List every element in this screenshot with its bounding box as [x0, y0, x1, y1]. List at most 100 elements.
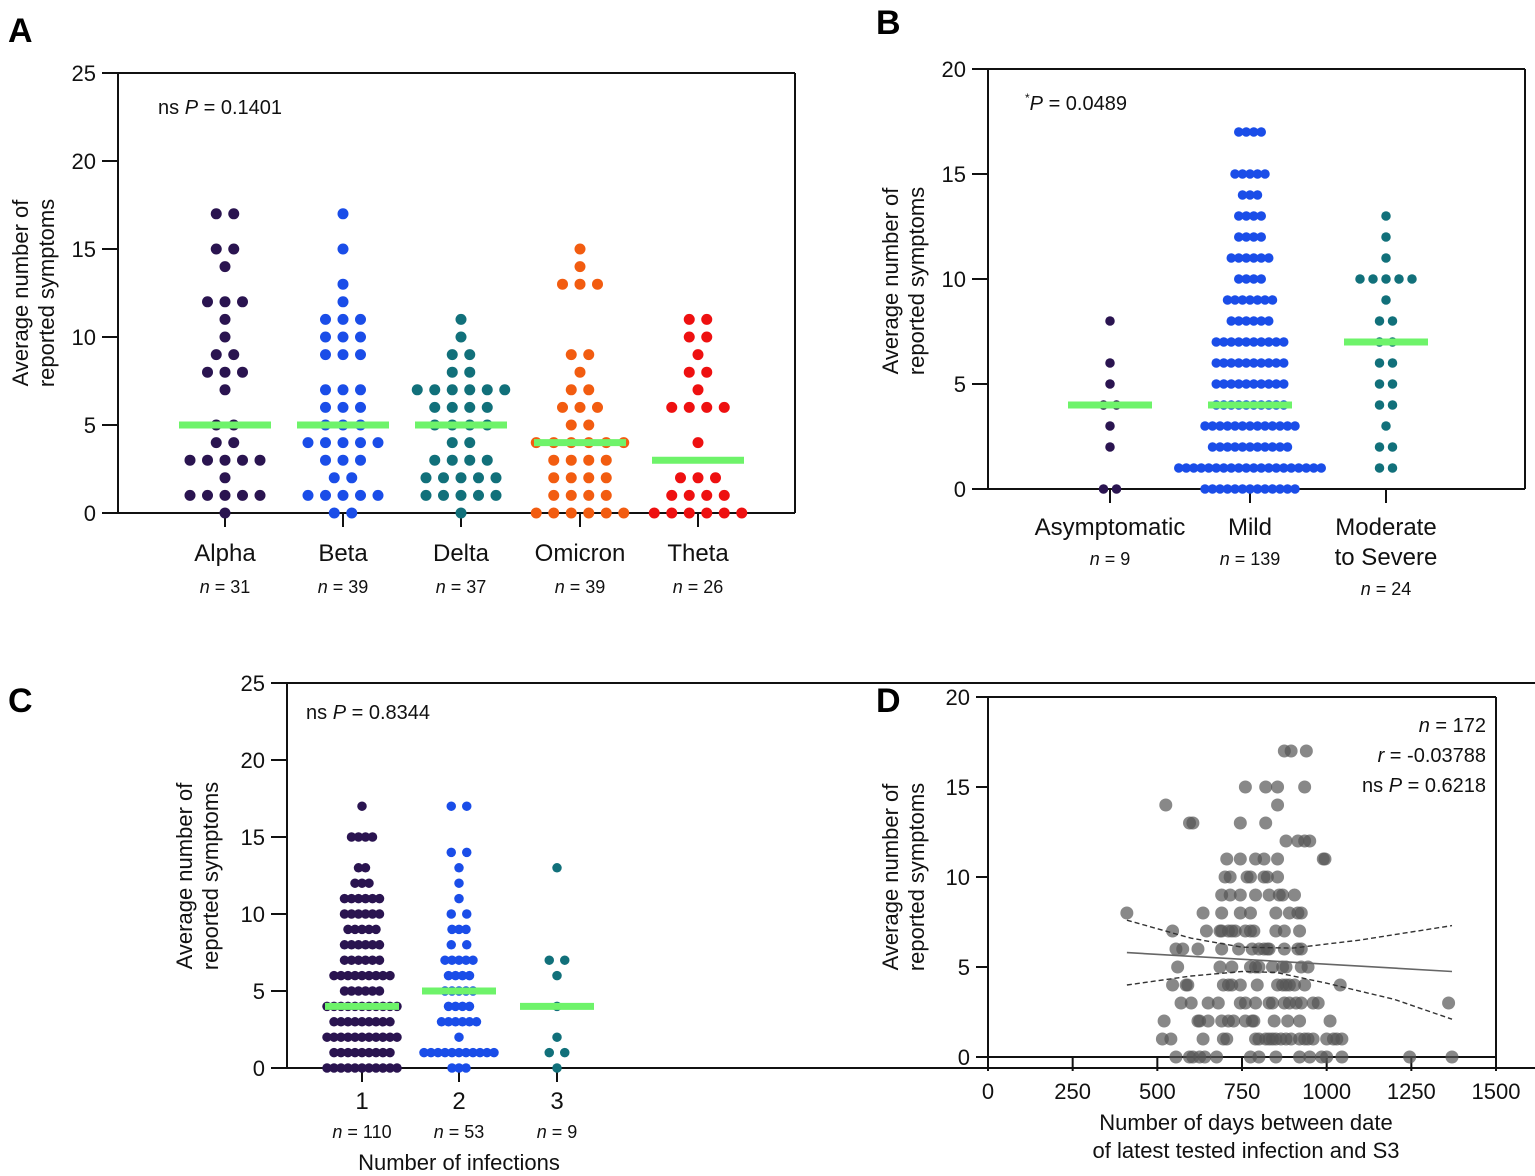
panel-d-y-tick-label: 15 [946, 775, 970, 800]
panel-a-dot-alpha [237, 489, 248, 501]
panel-c-dot-1 [357, 801, 367, 811]
panel-a-n-label: n = 31 [200, 577, 251, 597]
panel-c-dot-2 [462, 909, 472, 919]
panel-b-dot-mild [1256, 253, 1266, 263]
panel-b-dot-mild [1196, 463, 1206, 473]
panel-c-dot-2 [464, 970, 475, 981]
panel-d-ci-upper-line [1126, 919, 1453, 949]
panel-a-dot-beta [346, 472, 358, 484]
panel-b-category-label: Moderate [1335, 514, 1436, 541]
panel-b-dot-mild [1237, 169, 1248, 179]
panel-c-dot-2 [457, 1001, 468, 1012]
panel-b-dot-moderate-to-severe [1387, 463, 1398, 473]
panel-c-dot-1 [367, 986, 378, 996]
panel-b-dot-mild [1252, 169, 1263, 179]
panel-b-dot-asymptomatic [1105, 316, 1115, 326]
panel-c-x-axis-title: Number of infections [358, 1150, 560, 1175]
panel-b-dot-mild [1249, 379, 1259, 389]
panel-a-dot-beta [355, 331, 366, 343]
panel-d-point [1293, 1050, 1307, 1064]
panel-d-point [1293, 1014, 1307, 1028]
panel-d-point [1220, 852, 1234, 866]
panel-c-dot-1 [346, 986, 357, 996]
panel-a-dot-beta [337, 437, 349, 449]
panel-c-dot-2 [461, 955, 471, 965]
panel-c-dot-1 [371, 924, 381, 935]
panel-c-dot-1 [378, 1017, 388, 1027]
panel-a-dot-alpha [254, 454, 266, 466]
panel-c-dot-1 [346, 893, 357, 904]
panel-a-dot-theta [666, 489, 678, 501]
panel-a-category-label: Theta [667, 540, 729, 567]
panel-b-dot-mild [1267, 442, 1278, 452]
panel-c-dot-1 [371, 970, 381, 981]
panel-b-dot-mild [1316, 463, 1326, 473]
panel-d-point [1303, 1050, 1317, 1064]
panel-a-dot-beta [320, 401, 331, 413]
panel-a-dot-omicron [574, 261, 586, 273]
panel-b-dot-mild [1249, 211, 1259, 221]
panel-c-chart: Average number of reported symptoms ns P… [172, 671, 1535, 1175]
panel-c-dot-1 [353, 832, 364, 842]
panel-b-dot-mild [1256, 379, 1266, 389]
panel-c-dot-1 [367, 955, 378, 965]
panel-b-dot-mild [1256, 211, 1266, 221]
panel-d-point [1223, 870, 1237, 884]
panel-c-dot-1 [374, 986, 385, 996]
panel-c-dot-2 [426, 1047, 436, 1058]
panel-b-dot-mild [1211, 463, 1221, 473]
panel-b-dot-mild [1207, 442, 1218, 452]
panel-d-point [1249, 888, 1263, 902]
panel-b-dot-moderate-to-severe [1387, 316, 1398, 326]
panel-b-dot-mild [1290, 484, 1300, 494]
panel-c-category-label: 1 [355, 1088, 368, 1115]
panel-c-dot-1 [364, 1047, 374, 1058]
panel-a-dot-theta [701, 401, 713, 413]
panel-c-p-text: = 0.8344 [346, 702, 430, 724]
panel-a-dot-beta [355, 313, 366, 325]
panel-c-dot-1 [353, 893, 364, 904]
panel-c-dot-2 [475, 1047, 485, 1058]
panel-a-dot-beta [355, 489, 366, 501]
panel-d-point [1298, 978, 1312, 992]
panel-d-point [1250, 978, 1264, 992]
panel-b-dot-mild [1279, 379, 1289, 389]
panel-b-dot-mild [1252, 484, 1263, 494]
panel-b-dot-asymptomatic [1105, 421, 1115, 431]
panel-d-x-tick-label: 500 [1139, 1079, 1176, 1104]
panel-c-dot-2 [457, 970, 468, 981]
panel-b-dot-moderate-to-severe [1374, 379, 1385, 389]
panel-d-point [1169, 1050, 1183, 1064]
panel-d-point [1279, 834, 1293, 848]
panel-c-dot-1 [339, 909, 350, 919]
panel-d-point [1271, 798, 1285, 812]
panel-c-p-value: ns P = 0.8344 [306, 702, 430, 724]
panel-b-dot-mild [1211, 379, 1221, 389]
panel-a-dot-omicron [565, 489, 577, 501]
panel-a-dot-omicron [583, 349, 595, 361]
panel-c-y-tick-label: 25 [241, 671, 265, 696]
panel-b-dot-mild [1234, 337, 1244, 347]
panel-c-dot-2 [454, 893, 464, 904]
panel-d-point [1157, 1014, 1171, 1028]
panel-a-dot-omicron [557, 401, 568, 413]
panel-c-dot-2 [462, 940, 472, 950]
panel-b-dot-mild [1279, 358, 1289, 368]
panel-a-dot-omicron [565, 507, 577, 519]
panel-b-dot-mild [1264, 337, 1274, 347]
panel-c-dot-1 [385, 970, 395, 981]
panel-b-dot-moderate-to-severe [1374, 442, 1385, 452]
panel-b-dot-moderate-to-severe [1387, 400, 1398, 410]
panel-b-dot-mild [1222, 442, 1233, 452]
panel-b-dot-mild [1234, 253, 1244, 263]
panel-d-point [1276, 888, 1290, 902]
panel-d-n-text: = 172 [1430, 715, 1486, 737]
panel-b-dot-mild [1234, 127, 1244, 137]
panel-b-p-text: = 0.0489 [1043, 93, 1127, 115]
panel-a-dot-delta [455, 313, 467, 325]
panel-a-n-label: n = 39 [555, 577, 606, 597]
panel-a-dot-beta [355, 349, 366, 361]
panel-b-dot-moderate-to-severe [1355, 274, 1365, 284]
panel-d-point [1233, 978, 1247, 992]
panel-a-dot-omicron [548, 454, 560, 466]
